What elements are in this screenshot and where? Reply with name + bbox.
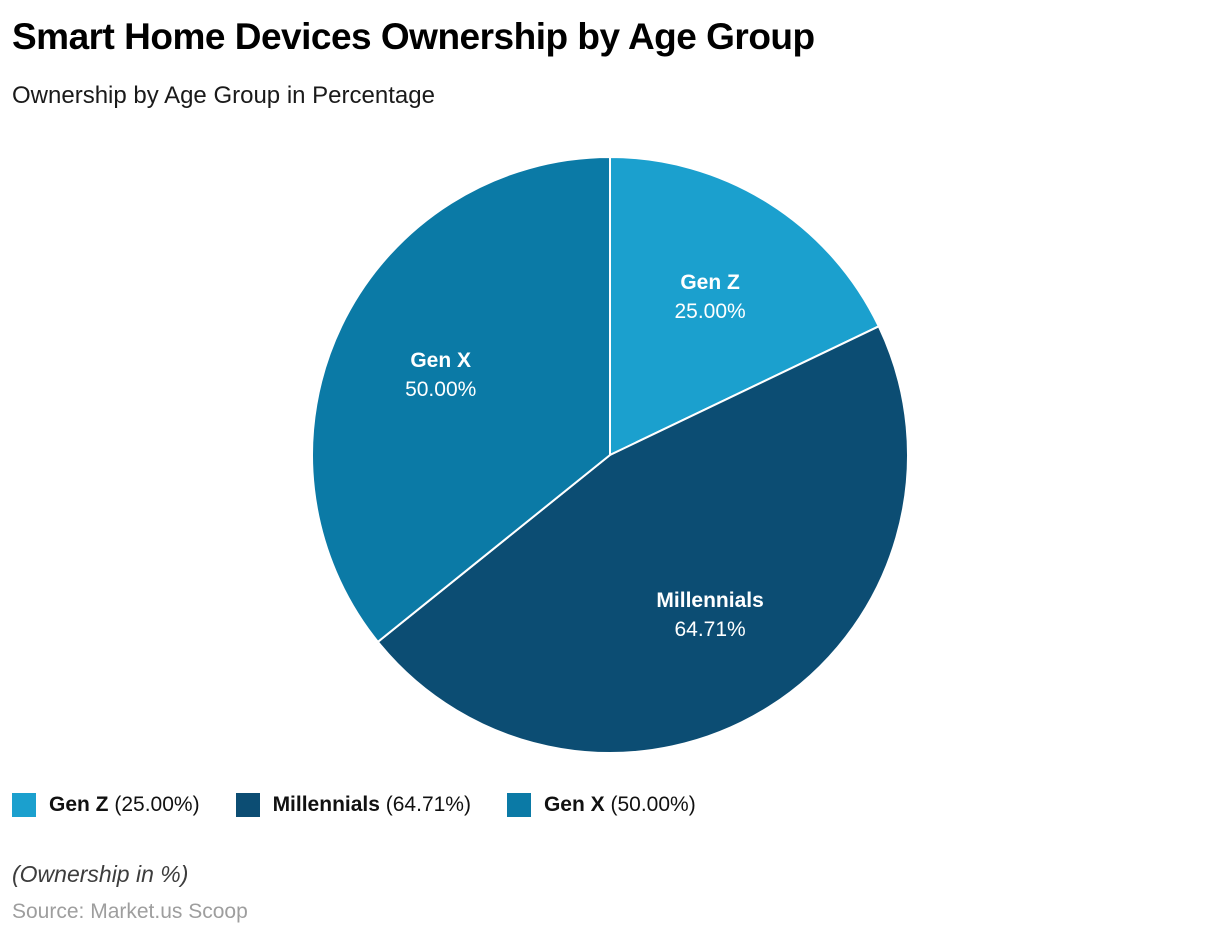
legend-value: (50.00%)	[604, 793, 696, 816]
footnote: (Ownership in %)	[12, 861, 189, 887]
legend-swatch-gen-z	[12, 793, 36, 817]
legend-value: (25.00%)	[108, 793, 200, 816]
legend-label: Gen X	[543, 793, 605, 816]
pie-chart: Gen Z 25.00% Millennials 64.71% Gen X 50.00%	[310, 155, 910, 755]
slice-label-gen-z: Gen Z 25.00%	[674, 271, 745, 323]
legend-item-millennials: Millennials (64.71%)	[235, 793, 471, 817]
legend-swatch-millennials	[235, 793, 260, 817]
chart-title: Smart Home Devices Ownership by Age Grou…	[12, 16, 815, 57]
legend-value: (64.71%)	[379, 793, 471, 816]
source-attribution: Source: Market.us Scoop	[12, 900, 248, 923]
legend: Gen Z (25.00%) Millennials (64.71%) Gen X …	[12, 793, 1208, 817]
legend-label: Millennials	[272, 793, 380, 816]
legend-item-gen-z: Gen Z (25.00%)	[12, 793, 200, 817]
legend-swatch-gen-x	[506, 793, 531, 817]
pie-slice-gen-x	[311, 156, 611, 643]
slice-label-gen-x: Gen X 50.00%	[405, 349, 476, 401]
legend-item-gen-x: Gen X (50.00%)	[506, 793, 696, 817]
slice-label-millennials: Millennials 64.71%	[656, 589, 763, 641]
pie-slice-gen-z	[609, 156, 880, 456]
pie-chart-svg: Gen Z 25.00% Millennials 64.71% Gen X 50.00%	[311, 156, 909, 754]
pie-slice-millennials	[376, 325, 909, 754]
chart-subtitle: Ownership by Age Group in Percentage	[12, 82, 435, 109]
legend-label: Gen Z	[49, 793, 109, 816]
